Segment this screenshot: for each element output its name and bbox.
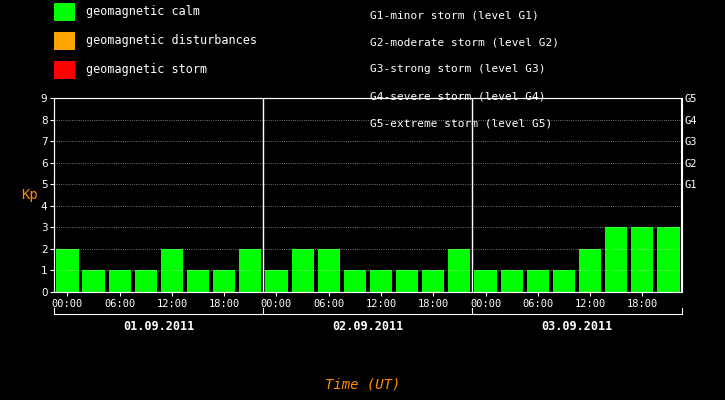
Bar — [422, 270, 444, 292]
Text: 01.09.2011: 01.09.2011 — [123, 320, 194, 332]
Text: G4-severe storm (level G4): G4-severe storm (level G4) — [370, 92, 545, 102]
Bar — [370, 270, 392, 292]
Text: geomagnetic calm: geomagnetic calm — [86, 6, 199, 18]
Y-axis label: Kp: Kp — [21, 188, 38, 202]
Bar — [265, 270, 288, 292]
Bar — [396, 270, 418, 292]
Text: geomagnetic storm: geomagnetic storm — [86, 63, 207, 76]
Bar — [474, 270, 497, 292]
Bar — [500, 270, 523, 292]
Bar — [526, 270, 549, 292]
Bar — [631, 227, 653, 292]
Text: geomagnetic disturbances: geomagnetic disturbances — [86, 34, 257, 47]
Bar — [344, 270, 366, 292]
Bar — [109, 270, 130, 292]
Bar — [579, 249, 601, 292]
Bar — [291, 249, 314, 292]
Bar — [161, 249, 183, 292]
Bar — [135, 270, 157, 292]
Text: G3-strong storm (level G3): G3-strong storm (level G3) — [370, 64, 545, 74]
Text: G5-extreme storm (level G5): G5-extreme storm (level G5) — [370, 119, 552, 129]
Text: 03.09.2011: 03.09.2011 — [542, 320, 613, 332]
Bar — [187, 270, 210, 292]
Bar — [605, 227, 627, 292]
Bar — [213, 270, 236, 292]
Bar — [552, 270, 575, 292]
Bar — [318, 249, 340, 292]
Bar — [83, 270, 104, 292]
Bar — [448, 249, 471, 292]
Text: G2-moderate storm (level G2): G2-moderate storm (level G2) — [370, 37, 559, 47]
Text: G1-minor storm (level G1): G1-minor storm (level G1) — [370, 10, 539, 20]
Text: 02.09.2011: 02.09.2011 — [332, 320, 404, 332]
Bar — [658, 227, 679, 292]
Bar — [57, 249, 78, 292]
Bar — [239, 249, 262, 292]
Text: Time (UT): Time (UT) — [325, 378, 400, 392]
